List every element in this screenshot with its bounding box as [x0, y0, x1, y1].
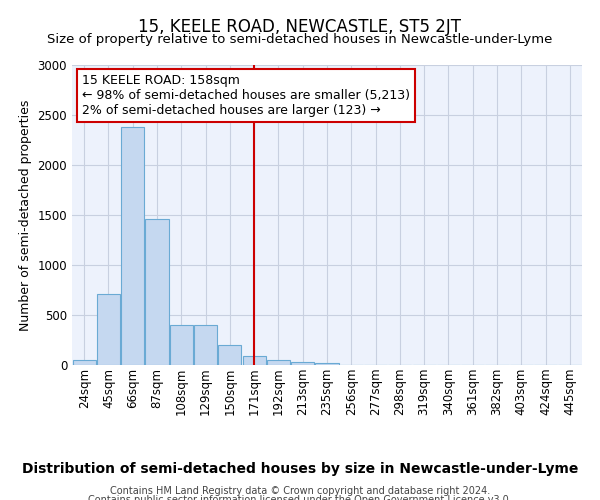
Bar [291, 362, 314, 365]
Bar [218, 345, 241, 365]
Text: Size of property relative to semi-detached houses in Newcastle-under-Lyme: Size of property relative to semi-detach… [47, 32, 553, 46]
Bar [121, 127, 144, 365]
Bar [73, 360, 95, 365]
Text: Contains HM Land Registry data © Crown copyright and database right 2024.: Contains HM Land Registry data © Crown c… [110, 486, 490, 496]
Y-axis label: Number of semi-detached properties: Number of semi-detached properties [19, 100, 32, 330]
Bar [145, 219, 169, 365]
Bar [316, 363, 338, 365]
Text: 15 KEELE ROAD: 158sqm
← 98% of semi-detached houses are smaller (5,213)
2% of se: 15 KEELE ROAD: 158sqm ← 98% of semi-deta… [82, 74, 410, 117]
Text: Contains public sector information licensed under the Open Government Licence v3: Contains public sector information licen… [88, 495, 512, 500]
Bar [194, 325, 217, 365]
Text: 15, KEELE ROAD, NEWCASTLE, ST5 2JT: 15, KEELE ROAD, NEWCASTLE, ST5 2JT [139, 18, 461, 36]
Bar [267, 360, 290, 365]
Text: Distribution of semi-detached houses by size in Newcastle-under-Lyme: Distribution of semi-detached houses by … [22, 462, 578, 476]
Bar [97, 294, 120, 365]
Bar [242, 356, 266, 365]
Bar [170, 325, 193, 365]
